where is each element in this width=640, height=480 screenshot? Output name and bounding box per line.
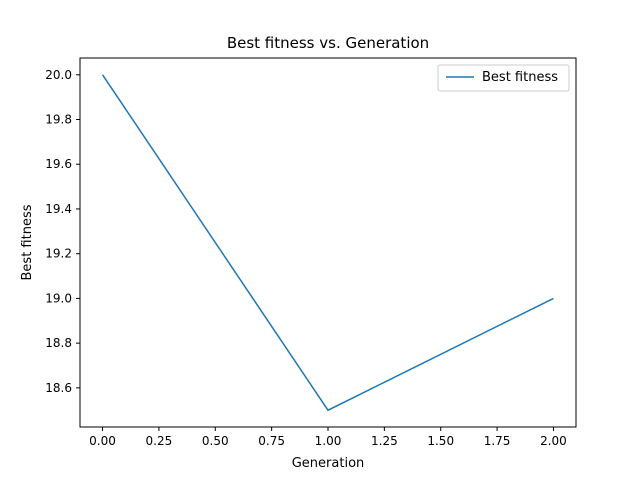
- y-tick-label: 18.6: [45, 381, 72, 395]
- x-tick-label: 1.00: [315, 434, 342, 448]
- y-tick-label: 19.6: [45, 157, 72, 171]
- series-line: [101, 74, 554, 412]
- x-tick-label: 0.75: [258, 434, 285, 448]
- legend-label: Best fitness: [482, 70, 558, 85]
- y-tick-label: 18.8: [45, 336, 72, 350]
- x-tick-label: 1.50: [427, 434, 454, 448]
- legend: Best fitness: [437, 64, 570, 92]
- y-tick-label: 19.0: [45, 291, 72, 305]
- y-tick-label: 20.0: [45, 68, 72, 82]
- x-tick-label: 2.00: [540, 434, 567, 448]
- y-axis-label: Best fitness: [20, 204, 35, 280]
- plot-area: [80, 58, 576, 427]
- x-tick-label: 0.00: [89, 434, 116, 448]
- plot-frame: [79, 57, 577, 428]
- series-layer: [101, 74, 554, 412]
- x-tick-label: 0.50: [202, 434, 229, 448]
- x-tick-label: 1.75: [484, 434, 511, 448]
- x-tick-label: 0.25: [146, 434, 173, 448]
- x-axis-label: Generation: [292, 456, 365, 471]
- legend-box: [437, 64, 570, 92]
- y-tick-label: 19.8: [45, 113, 72, 127]
- y-axis-ticks: 18.6 18.8 19.0 19.2 19.4 19.6 19.8 20.0: [45, 68, 80, 395]
- x-tick-label: 1.25: [371, 434, 398, 448]
- y-tick-label: 19.4: [45, 202, 72, 216]
- x-axis-ticks: 0.00 0.25 0.50 0.75 1.00 1.25 1.50 1.75 2.00: [89, 427, 567, 448]
- y-tick-label: 19.2: [45, 247, 72, 261]
- chart-title: Best fitness vs. Generation: [227, 34, 429, 52]
